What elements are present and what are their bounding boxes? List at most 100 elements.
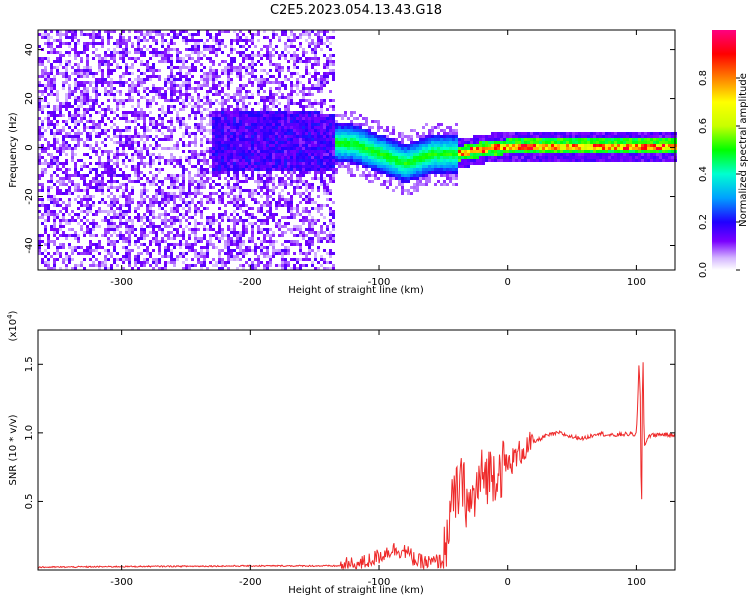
spectrogram-cell	[95, 177, 98, 180]
spectrogram-cell	[227, 186, 230, 189]
spectrogram-cell	[302, 123, 305, 126]
spectrogram-cell	[257, 147, 260, 150]
spectrogram-cell	[65, 105, 68, 108]
spectrogram-cell	[77, 234, 80, 237]
spectrogram-cell	[314, 78, 317, 81]
spectrogram-cell	[248, 162, 251, 165]
spectrogram-cell	[233, 108, 236, 111]
spectrogram-cell	[65, 153, 68, 156]
spectrogram-cell	[212, 81, 215, 84]
spectrogram-cell	[50, 129, 53, 132]
spectrogram-cell	[239, 72, 242, 75]
spectrogram-cell	[170, 78, 173, 81]
spectrogram-cell	[98, 126, 101, 129]
spectrogram-cell	[176, 219, 179, 222]
spectrogram-cell	[38, 84, 41, 87]
spectrogram-cell	[167, 78, 170, 81]
spectrogram-cell	[320, 126, 323, 129]
spectrogram-cell	[323, 120, 326, 123]
spectrogram-cell	[263, 111, 266, 114]
spectrogram-cell	[194, 150, 197, 153]
spectrogram-cell	[95, 141, 98, 144]
spectrogram-cell	[167, 51, 170, 54]
spectrogram-cell	[317, 123, 320, 126]
spectrogram-cell	[80, 114, 83, 117]
spectrogram-cell	[167, 213, 170, 216]
spectrogram-cell	[242, 252, 245, 255]
spectrogram-cell	[239, 132, 242, 135]
spectrogram-cell	[68, 105, 71, 108]
spectrogram-cell	[104, 93, 107, 96]
spectrogram-cell	[338, 165, 341, 168]
spectrogram-cell	[254, 75, 257, 78]
spectrogram-cell	[41, 135, 44, 138]
spectrogram-cell	[221, 249, 224, 252]
spectrogram-cell	[173, 105, 176, 108]
spectrogram-cell	[248, 123, 251, 126]
spectrogram-cell	[290, 174, 293, 177]
spectrogram-cell	[215, 153, 218, 156]
spectrogram-cell	[59, 252, 62, 255]
spectrogram-cell	[122, 105, 125, 108]
spectrogram-cell	[104, 111, 107, 114]
spectrogram-cell	[290, 120, 293, 123]
spectrogram-cell	[311, 51, 314, 54]
spectrogram-cell	[317, 165, 320, 168]
spectrogram-cell	[272, 96, 275, 99]
spectrogram-cell	[251, 162, 254, 165]
spectrogram-cell	[53, 108, 56, 111]
spectrogram-cell	[209, 75, 212, 78]
spectrogram-cell	[236, 162, 239, 165]
spectrogram-cell	[74, 153, 77, 156]
spectrogram-cell	[107, 189, 110, 192]
spectrogram-cell	[206, 123, 209, 126]
spectrogram-cell	[164, 249, 167, 252]
spectrogram-cell	[356, 156, 359, 159]
spectrogram-cell	[356, 135, 359, 138]
spectrogram-cell	[176, 90, 179, 93]
spectrogram-cell	[287, 261, 290, 264]
spectrogram-cell	[212, 234, 215, 237]
spectrogram-cell	[53, 240, 56, 243]
spectrogram-cell	[242, 225, 245, 228]
spectrogram-cell	[233, 198, 236, 201]
spectrogram-cell	[110, 159, 113, 162]
spectrogram-cell	[65, 30, 68, 33]
spectrogram-cell	[149, 45, 152, 48]
spectrogram-cell	[161, 87, 164, 90]
spectrogram-cell	[62, 135, 65, 138]
spectrogram-cell	[98, 57, 101, 60]
spectrogram-cell	[362, 144, 365, 147]
spectrogram-cell	[83, 126, 86, 129]
spectrogram-cell	[362, 156, 365, 159]
spectrogram-cell	[269, 213, 272, 216]
spectrogram-cell	[107, 105, 110, 108]
spectrogram-cell	[167, 198, 170, 201]
spectrogram-cell	[122, 204, 125, 207]
spectrogram-cell	[218, 129, 221, 132]
spectrogram-cell	[185, 264, 188, 267]
spectrogram-cell	[44, 261, 47, 264]
spectrogram-cell	[221, 69, 224, 72]
spectrogram-cell	[299, 225, 302, 228]
spectrogram-cell	[203, 246, 206, 249]
spectrogram-cell	[272, 219, 275, 222]
spectrogram-cell	[242, 114, 245, 117]
spectrogram-cell	[362, 153, 365, 156]
spectrogram-cell	[53, 144, 56, 147]
spectrogram-cell	[353, 162, 356, 165]
spectrogram-cell	[128, 84, 131, 87]
spectrogram-cell	[122, 174, 125, 177]
spectrogram-cell	[173, 228, 176, 231]
spectrogram-cell	[131, 57, 134, 60]
spectrogram-cell	[341, 159, 344, 162]
spectrogram-cell	[236, 180, 239, 183]
spectrogram-cell	[224, 171, 227, 174]
spectrogram-cell	[230, 51, 233, 54]
spectrogram-cell	[362, 141, 365, 144]
spectrogram-cell	[62, 207, 65, 210]
spectrogram-cell	[371, 120, 374, 123]
spectrogram-cell	[77, 54, 80, 57]
spectrogram-cell	[239, 243, 242, 246]
